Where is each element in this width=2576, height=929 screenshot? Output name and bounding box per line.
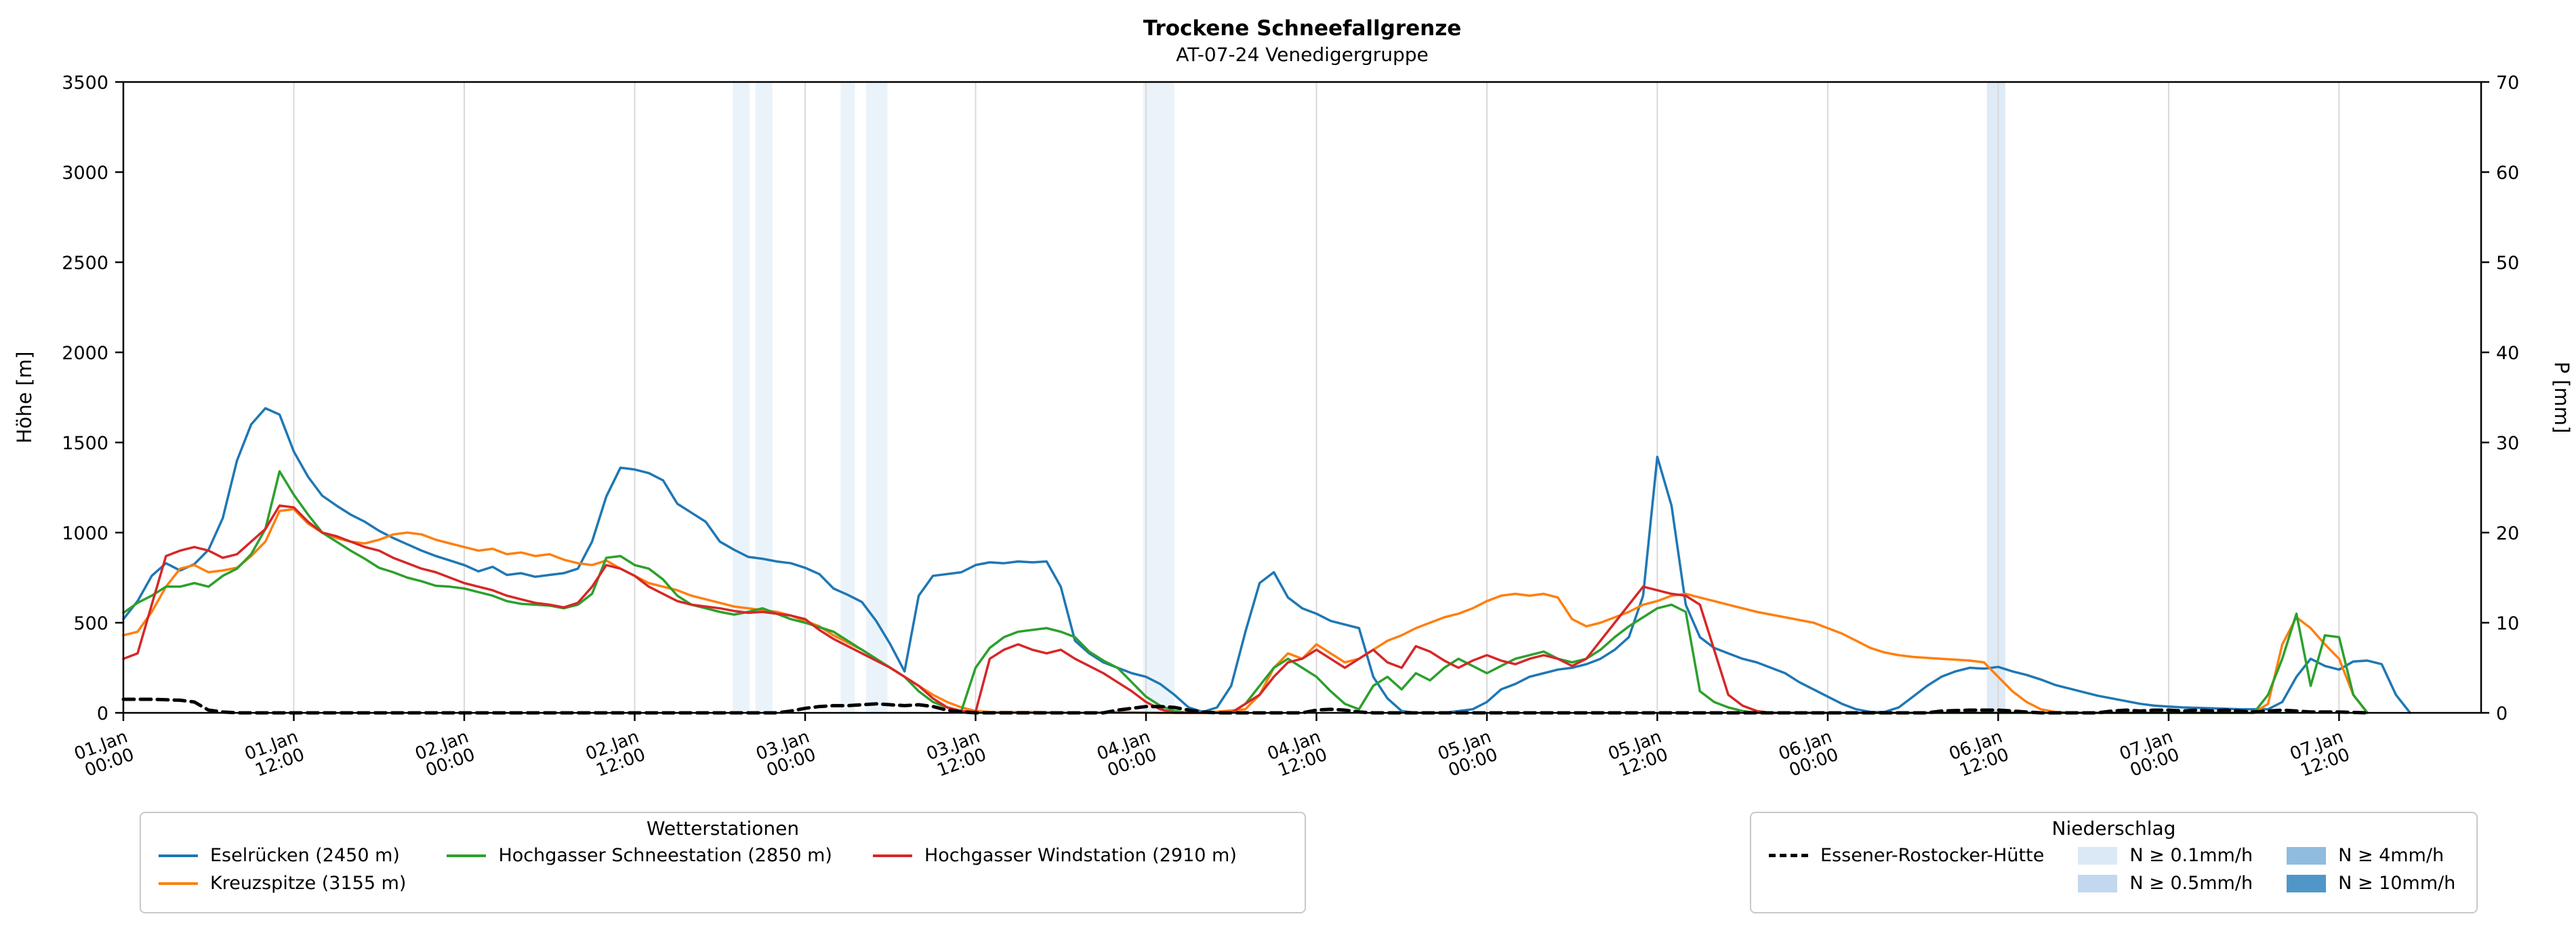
y-right-axis-label: P [mm]: [2550, 362, 2573, 434]
x-tick-label: 06.Jan00:00: [1776, 726, 1841, 782]
y-left-tick-label: 500: [73, 613, 108, 634]
legend-label: Hochgasser Schneestation (2850 m): [498, 845, 832, 866]
x-tick-label: 04.Jan12:00: [1265, 726, 1330, 782]
y-left-tick-label: 1000: [62, 523, 108, 544]
x-tick-label: 07.Jan12:00: [2287, 726, 2352, 782]
plot-border: [122, 81, 2482, 714]
y-left-tick-label: 2500: [62, 253, 108, 274]
legend-label: Essener-Rostocker-Hütte: [1820, 845, 2045, 866]
line-swatch-icon: [447, 854, 487, 857]
y-left-tick-label: 1500: [62, 433, 108, 454]
y-left-tick-label: 3500: [62, 73, 108, 94]
y-left-tick-label: 2000: [62, 343, 108, 364]
y-right-tick-label: 60: [2496, 163, 2519, 184]
legend-stations: Wetterstationen Eselrücken (2450 m) Kreu…: [140, 812, 1306, 913]
y-right-tick-label: 70: [2496, 73, 2519, 94]
y-right-tick-label: 40: [2496, 343, 2519, 364]
legend-item-precip-01: N ≥ 0.1mm/h: [2078, 845, 2253, 866]
precip-band: [1143, 82, 1174, 713]
y-left-axis-label: Höhe [m]: [13, 352, 36, 444]
x-tick-label: 05.Jan12:00: [1606, 726, 1671, 782]
chart-title: Trockene Schneefallgrenze: [1143, 16, 1462, 41]
legend-stations-title: Wetterstationen: [646, 817, 800, 840]
y-right-tick-label: 30: [2496, 433, 2519, 454]
legend-precip: Niederschlag Essener-Rostocker-Hütte N ≥…: [1750, 812, 2478, 913]
legend-label: Kreuzspitze (3155 m): [210, 873, 407, 894]
precip-band: [1986, 82, 2005, 713]
y-left-tick-label: 3000: [62, 163, 108, 184]
y-right-tick-label: 50: [2496, 253, 2519, 274]
x-tick-label: 02.Jan12:00: [583, 726, 648, 782]
x-tick-label: 07.Jan00:00: [2117, 726, 2182, 782]
legend-item-hochgasser-schneestation: Hochgasser Schneestation (2850 m): [447, 845, 832, 866]
series-kreuzspitze: [122, 508, 2369, 714]
x-tick-label: 02.Jan00:00: [413, 726, 478, 782]
y-left-tick-label: 0: [97, 703, 108, 724]
x-tick-label: 03.Jan00:00: [754, 726, 819, 782]
legend-item-essener-rostocker-huette: Essener-Rostocker-Hütte: [1769, 845, 2044, 866]
legend-item-eselruecken: Eselrücken (2450 m): [159, 845, 406, 866]
x-tick-label: 06.Jan12:00: [1946, 726, 2011, 782]
x-tick-label: 01.Jan00:00: [72, 726, 137, 782]
legend-precip-grid: Essener-Rostocker-Hütte N ≥ 0.1mm/h N ≥ …: [1769, 845, 2459, 894]
chart-subtitle: AT-07-24 Venedigergruppe: [1176, 43, 1429, 66]
legend-item-precip-05: N ≥ 0.5mm/h: [2078, 873, 2253, 894]
legend-label: Eselrücken (2450 m): [210, 845, 400, 866]
legend-item-precip-10: N ≥ 10mm/h: [2287, 873, 2455, 894]
series-hochgasser-schneestation: [122, 470, 2369, 714]
legend-item-kreuzspitze: Kreuzspitze (3155 m): [159, 873, 406, 894]
dashed-line-swatch-icon: [1769, 854, 1808, 857]
precip-band: [733, 82, 750, 713]
precip-band: [755, 82, 773, 713]
legend-stations-grid: Eselrücken (2450 m) Kreuzspitze (3155 m)…: [159, 845, 1287, 894]
y-right-tick-label: 10: [2496, 613, 2519, 634]
line-swatch-icon: [159, 854, 198, 857]
schneefallgrenze-chart: 01.Jan00:00 01.Jan12:00 02.Jan00:00 02.Jan1…: [13, 73, 2573, 782]
x-tick-label: 03.Jan12:00: [924, 726, 989, 782]
x-tick-label: 01.Jan12:00: [242, 726, 307, 782]
x-tick-label: 05.Jan00:00: [1435, 726, 1500, 782]
series-essener-rostocker-huette: [121, 697, 2369, 715]
patch-swatch-icon: [2287, 846, 2327, 865]
line-swatch-icon: [872, 854, 912, 857]
x-tick-label: 04.Jan00:00: [1095, 726, 1160, 782]
series-hochgasser-windstation: [122, 504, 1829, 714]
legend-label: Hochgasser Windstation (2910 m): [924, 845, 1237, 866]
patch-swatch-icon: [2078, 874, 2118, 892]
precip-band: [840, 82, 855, 713]
patch-swatch-icon: [2078, 846, 2118, 865]
legend-item-precip-4: N ≥ 4mm/h: [2287, 845, 2455, 866]
legend-label: N ≥ 0.5mm/h: [2129, 873, 2253, 894]
line-swatch-icon: [159, 882, 198, 885]
precip-band: [866, 82, 888, 713]
series-eselruecken: [122, 407, 2411, 714]
y-right-tick-label: 0: [2496, 703, 2508, 724]
y-right-tick-label: 20: [2496, 523, 2519, 544]
patch-swatch-icon: [2287, 874, 2327, 892]
legend-precip-title: Niederschlag: [2051, 817, 2176, 840]
legend-item-hochgasser-windstation: Hochgasser Windstation (2910 m): [872, 845, 1237, 866]
legend-label: N ≥ 0.1mm/h: [2129, 845, 2253, 866]
legend-label: N ≥ 4mm/h: [2338, 845, 2445, 866]
legend-label: N ≥ 10mm/h: [2338, 873, 2456, 894]
